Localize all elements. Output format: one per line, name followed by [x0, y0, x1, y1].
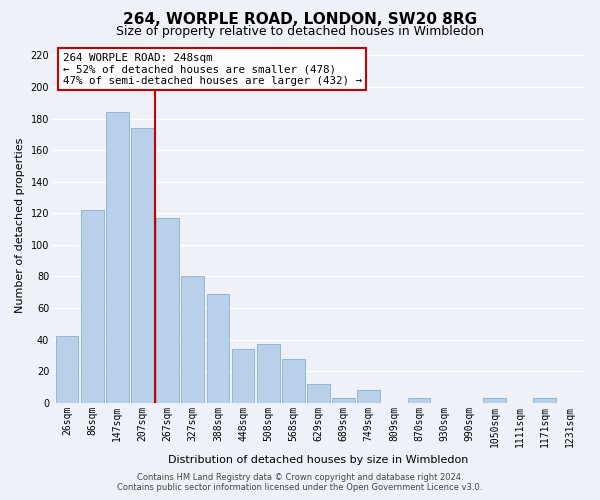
Bar: [282, 358, 305, 403]
Text: Contains HM Land Registry data © Crown copyright and database right 2024.
Contai: Contains HM Land Registry data © Crown c…: [118, 473, 482, 492]
Text: 264 WORPLE ROAD: 248sqm
← 52% of detached houses are smaller (478)
47% of semi-d: 264 WORPLE ROAD: 248sqm ← 52% of detache…: [62, 53, 362, 86]
Bar: [56, 336, 79, 403]
Bar: [307, 384, 330, 403]
Text: Size of property relative to detached houses in Wimbledon: Size of property relative to detached ho…: [116, 25, 484, 38]
Bar: [81, 210, 104, 403]
Bar: [131, 128, 154, 403]
Text: 264, WORPLE ROAD, LONDON, SW20 8RG: 264, WORPLE ROAD, LONDON, SW20 8RG: [123, 12, 477, 28]
Bar: [206, 294, 229, 403]
Y-axis label: Number of detached properties: Number of detached properties: [15, 138, 25, 313]
Bar: [408, 398, 430, 403]
X-axis label: Distribution of detached houses by size in Wimbledon: Distribution of detached houses by size …: [168, 455, 469, 465]
Bar: [332, 398, 355, 403]
Bar: [483, 398, 506, 403]
Bar: [106, 112, 128, 403]
Bar: [232, 349, 254, 403]
Bar: [358, 390, 380, 403]
Bar: [157, 218, 179, 403]
Bar: [257, 344, 280, 403]
Bar: [181, 276, 204, 403]
Bar: [533, 398, 556, 403]
